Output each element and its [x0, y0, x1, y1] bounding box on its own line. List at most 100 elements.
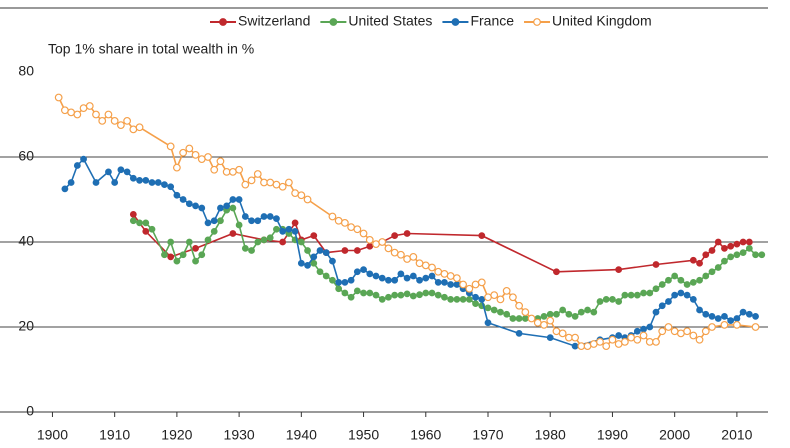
- data-point: [92, 179, 100, 186]
- data-point: [322, 272, 330, 280]
- data-point: [409, 252, 418, 261]
- data-point: [696, 276, 703, 284]
- data-point: [421, 261, 430, 270]
- data-point: [577, 342, 586, 351]
- data-point: [105, 168, 112, 176]
- data-point: [248, 217, 255, 225]
- data-point: [403, 274, 411, 282]
- data-point: [266, 213, 274, 220]
- data-point: [297, 238, 305, 246]
- data-point: [714, 238, 722, 246]
- data-point: [222, 167, 231, 176]
- data-point: [620, 337, 629, 346]
- data-point: [652, 285, 660, 293]
- data-point: [727, 253, 735, 261]
- data-point: [173, 257, 181, 265]
- data-point: [385, 276, 392, 284]
- legend-label: United States: [348, 13, 432, 29]
- legend-marker: [219, 18, 227, 26]
- data-point: [571, 312, 579, 320]
- data-point: [116, 121, 125, 130]
- legend-marker: [451, 18, 460, 26]
- data-point: [304, 247, 311, 254]
- data-point: [248, 247, 255, 254]
- data-point: [79, 104, 88, 113]
- data-point: [123, 168, 131, 176]
- data-point: [472, 300, 479, 308]
- data-point: [608, 335, 617, 344]
- data-point: [665, 298, 672, 305]
- data-point: [366, 270, 374, 278]
- data-point: [403, 290, 411, 298]
- data-point: [652, 308, 660, 316]
- data-point: [61, 185, 69, 193]
- data-point: [198, 204, 206, 212]
- series-line: [57, 97, 756, 348]
- data-point: [204, 236, 212, 244]
- data-point: [564, 333, 573, 342]
- data-point: [359, 229, 368, 238]
- data-point: [515, 315, 523, 322]
- data-point: [459, 280, 468, 289]
- data-point: [129, 210, 137, 218]
- data-point: [273, 225, 280, 233]
- data-point: [197, 155, 206, 164]
- data-point: [521, 308, 530, 317]
- data-point: [123, 116, 132, 125]
- data-point: [353, 247, 361, 254]
- x-tick-label: 1940: [286, 427, 317, 443]
- data-point: [409, 272, 417, 280]
- data-point: [341, 289, 349, 297]
- data-point: [85, 102, 94, 110]
- data-point: [216, 157, 225, 166]
- data-point: [708, 268, 716, 276]
- data-point: [260, 236, 268, 244]
- data-point: [665, 276, 672, 284]
- data-point: [73, 110, 82, 119]
- data-point: [478, 232, 486, 240]
- data-point: [664, 323, 673, 331]
- legend-marker: [329, 18, 338, 26]
- data-point: [571, 333, 580, 342]
- y-tick-label: 20: [18, 318, 34, 334]
- data-point: [727, 317, 735, 325]
- data-point: [434, 278, 442, 286]
- data-point: [553, 310, 560, 318]
- data-point: [689, 278, 697, 286]
- data-point: [515, 329, 523, 337]
- data-point: [745, 310, 753, 318]
- data-point: [54, 93, 63, 102]
- data-point: [353, 287, 361, 295]
- x-tick-label: 1910: [99, 427, 130, 443]
- data-point: [721, 244, 728, 252]
- data-point: [366, 289, 374, 297]
- data-point: [546, 310, 554, 318]
- data-point: [192, 257, 199, 265]
- data-point: [173, 191, 181, 199]
- data-point: [67, 108, 76, 117]
- data-point: [353, 225, 362, 234]
- data-point: [167, 183, 175, 191]
- data-point: [452, 274, 461, 283]
- data-point: [689, 256, 697, 264]
- data-point: [472, 293, 479, 301]
- data-point: [161, 251, 168, 259]
- data-point: [229, 196, 237, 203]
- data-point: [148, 179, 156, 186]
- data-point: [396, 250, 405, 259]
- data-point: [633, 335, 642, 344]
- data-point: [459, 295, 467, 303]
- data-point: [341, 278, 349, 286]
- data-point: [434, 291, 442, 299]
- data-point: [503, 310, 511, 318]
- data-point: [689, 295, 697, 303]
- data-point: [490, 291, 499, 300]
- data-point: [167, 253, 175, 261]
- data-point: [378, 274, 386, 282]
- data-point: [340, 218, 349, 227]
- data-point: [471, 280, 480, 289]
- data-point: [627, 333, 636, 342]
- data-point: [397, 291, 405, 299]
- data-point: [366, 242, 374, 250]
- data-point: [497, 308, 504, 316]
